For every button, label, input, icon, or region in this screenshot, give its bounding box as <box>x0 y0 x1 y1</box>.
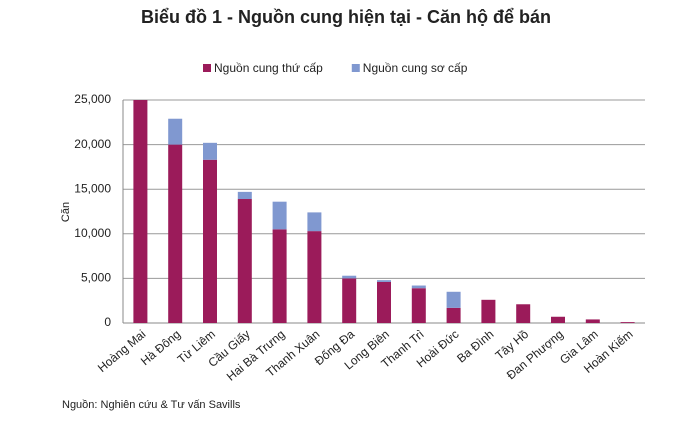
bar-segment <box>446 307 461 323</box>
bar-segment <box>377 281 391 323</box>
bar-segment <box>342 278 357 323</box>
bar-segment <box>307 231 322 323</box>
legend-swatch <box>351 64 360 72</box>
legend-label: Nguồn cung sơ cấp <box>363 61 468 75</box>
legend-label: Nguồn cung thứ cấp <box>214 61 323 75</box>
bar-segment <box>620 322 635 323</box>
bar-segment <box>272 201 287 230</box>
bar-segment <box>377 280 391 282</box>
bar-segment <box>446 291 461 308</box>
y-tick-label: 15,000 <box>74 181 111 195</box>
bar-segment <box>481 299 496 323</box>
bar-segment <box>585 319 600 323</box>
x-tick-label: Hoàng Mai <box>95 327 148 375</box>
bar-segment <box>307 212 322 232</box>
bar-segment <box>133 100 148 323</box>
chart-title: Biểu đồ 1 - Nguồn cung hiện tại - Căn hộ… <box>141 7 551 27</box>
y-tick-label: 20,000 <box>74 137 111 151</box>
bar-segment <box>168 118 183 145</box>
bar-segment <box>411 285 426 289</box>
bar-segment <box>237 199 252 323</box>
bar-segment <box>516 304 531 323</box>
y-tick-label: 25,000 <box>74 92 111 106</box>
bar-segment <box>203 159 217 323</box>
y-tick-label: 0 <box>104 315 111 329</box>
source-note: Nguồn: Nghiên cứu & Tư vấn Savills <box>62 399 241 411</box>
bar-segment <box>342 275 357 279</box>
legend-swatch <box>203 64 211 72</box>
bar-segment <box>411 288 426 323</box>
y-tick-label: 10,000 <box>74 226 111 240</box>
bar-segment <box>203 142 217 160</box>
y-tick-label: 5,000 <box>81 271 111 285</box>
x-tick-label: Hà Đông <box>138 327 183 368</box>
bar-segment <box>168 144 183 323</box>
bar-segment <box>237 191 252 200</box>
bar-segment <box>272 229 287 323</box>
bar-segment <box>551 316 565 323</box>
y-axis-label: Căn <box>60 202 72 222</box>
x-tick-label: Ba Đình <box>454 327 496 366</box>
